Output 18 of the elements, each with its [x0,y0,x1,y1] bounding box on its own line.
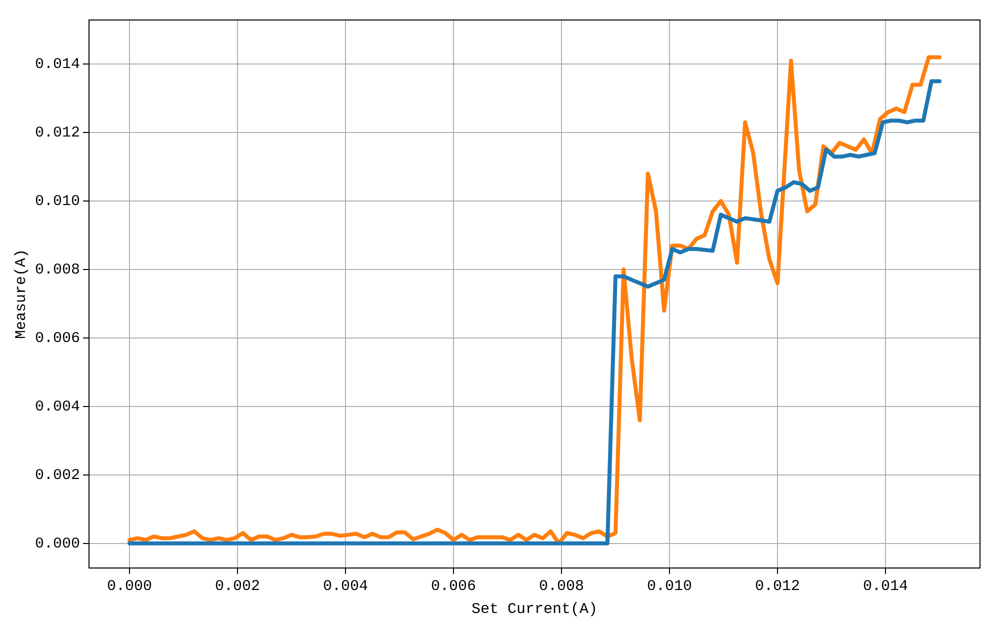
y-tick-label: 0.014 [34,56,80,74]
x-tick-label: 0.010 [646,578,692,595]
y-tick-label: 0.002 [34,466,80,484]
y-tick-label: 0.004 [34,398,80,416]
x-tick-label: 0.014 [862,578,908,595]
x-tick-label: 0.006 [430,578,476,595]
x-tick-label: 0.002 [215,578,260,595]
y-axis-title: Measure(A) [12,248,30,340]
y-tick-label: 0.006 [34,330,80,347]
y-tick-label: 0.012 [34,124,80,142]
x-axis-title: Set Current(A) [471,600,598,618]
x-tick-label: 0.008 [538,578,584,595]
y-tick-label: 0.008 [34,261,80,278]
x-tick-label: 0.004 [322,578,368,595]
x-tick-label: 0.012 [754,578,800,595]
y-tick-label: 0.000 [34,535,80,552]
x-tick-label: 0.000 [107,578,152,595]
y-tick-label: 0.010 [34,193,80,210]
